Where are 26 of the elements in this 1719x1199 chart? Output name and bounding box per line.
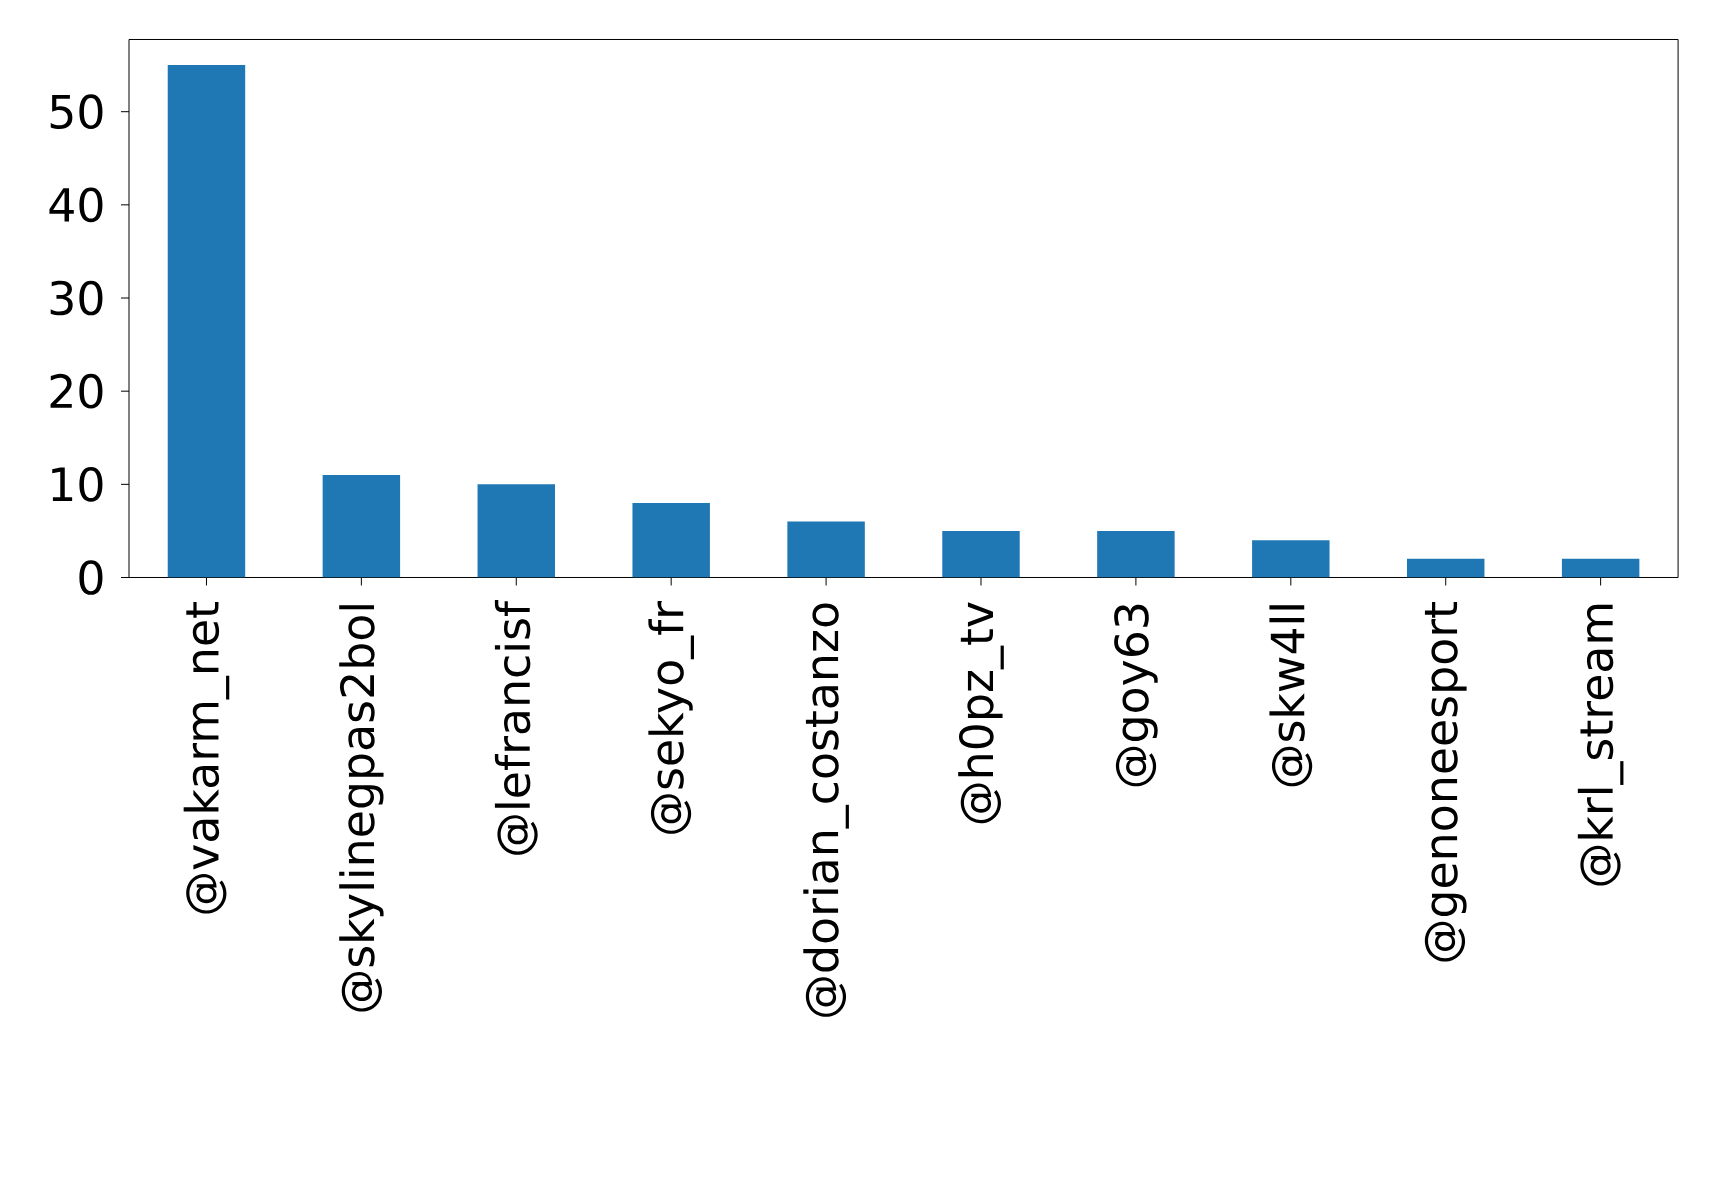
x-tick-label: @sekyo_fr [648, 600, 694, 834]
y-tick-label: 50 [50, 94, 103, 130]
bar [322, 475, 401, 578]
x-tick-label: @vakarm_net [183, 602, 230, 914]
bar [787, 521, 865, 578]
bar [942, 530, 1020, 578]
x-tick-label: @skw4ll [1269, 605, 1313, 787]
x-tick-label: @lefrancisf [494, 600, 538, 855]
bar [167, 65, 246, 578]
x-tick-label: @goy63 [1114, 604, 1158, 787]
bar [1252, 540, 1330, 578]
x-tick-label: @genoneesport [1424, 602, 1467, 962]
x-tick-label: @dorian_costanzo [803, 603, 849, 1017]
y-tick-label: 40 [49, 187, 103, 223]
y-tick-label: 0 [79, 560, 103, 595]
bar [1406, 558, 1485, 578]
bar [477, 484, 555, 578]
bar [1561, 558, 1640, 578]
x-tick-label: @skylinegpas2bol [339, 605, 384, 1012]
bar [632, 502, 710, 578]
y-tick-label: 10 [52, 467, 103, 502]
y-tick-label: 30 [50, 280, 103, 316]
bar [1097, 530, 1175, 578]
y-tick-label: 20 [50, 373, 103, 409]
x-tick-label: @krl_stream [1577, 604, 1624, 886]
x-tick-label: @h0pz_tv [958, 602, 1004, 824]
